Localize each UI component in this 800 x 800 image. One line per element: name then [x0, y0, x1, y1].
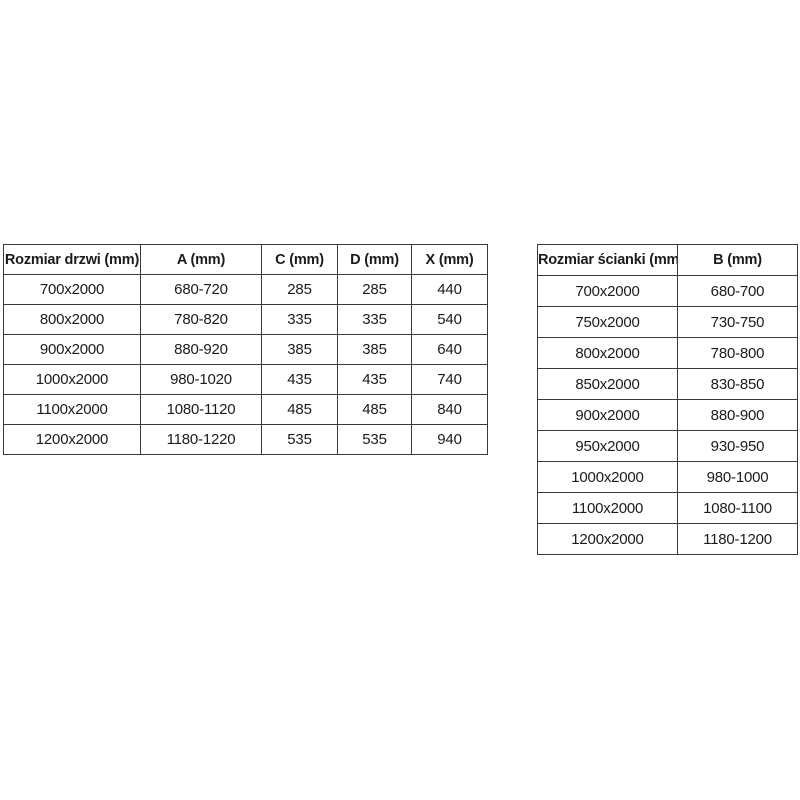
wall-b-cell: 780-800 — [677, 337, 798, 369]
table-row: 1000x2000 980-1000 — [537, 461, 798, 493]
wall-b-cell: 1080-1100 — [677, 492, 798, 524]
table-row: 700x2000 680-700 — [537, 275, 798, 307]
wall-b-cell: 880-900 — [677, 399, 798, 431]
door-sizes-col-header: A (mm) — [140, 244, 262, 275]
wall-b-cell: 980-1000 — [677, 461, 798, 493]
door-x-cell: 540 — [411, 304, 488, 335]
door-x-cell: 940 — [411, 424, 488, 455]
door-d-cell: 335 — [337, 304, 412, 335]
door-size-cell: 1100x2000 — [3, 394, 141, 425]
door-size-cell: 800x2000 — [3, 304, 141, 335]
door-c-cell: 385 — [261, 334, 338, 365]
door-a-cell: 1180-1220 — [140, 424, 262, 455]
door-c-cell: 485 — [261, 394, 338, 425]
wall-b-cell: 730-750 — [677, 306, 798, 338]
table-row: 800x2000 780-800 — [537, 337, 798, 369]
door-d-cell: 435 — [337, 364, 412, 395]
wall-b-cell: 1180-1200 — [677, 523, 798, 555]
door-size-cell: 1000x2000 — [3, 364, 141, 395]
wall-b-cell: 830-850 — [677, 368, 798, 400]
table-row: 850x2000 830-850 — [537, 368, 798, 400]
door-sizes-table: Rozmiar drzwi (mm) A (mm) C (mm) D (mm) … — [3, 244, 488, 455]
door-d-cell: 535 — [337, 424, 412, 455]
wall-size-cell: 1200x2000 — [537, 523, 678, 555]
door-a-cell: 780-820 — [140, 304, 262, 335]
wall-b-cell: 930-950 — [677, 430, 798, 462]
door-c-cell: 435 — [261, 364, 338, 395]
door-sizes-col-header: D (mm) — [337, 244, 412, 275]
wall-sizes-table: Rozmiar ścianki (mm) B (mm) 700x2000 680… — [537, 244, 798, 555]
table-row: 900x2000 880-900 — [537, 399, 798, 431]
door-x-cell: 640 — [411, 334, 488, 365]
door-a-cell: 680-720 — [140, 274, 262, 305]
door-c-cell: 335 — [261, 304, 338, 335]
table-row: 950x2000 930-950 — [537, 430, 798, 462]
wall-size-cell: 1000x2000 — [537, 461, 678, 493]
table-row: 750x2000 730-750 — [537, 306, 798, 338]
table-row: 1100x2000 1080-1120 485 485 840 — [3, 394, 488, 425]
door-sizes-header-row: Rozmiar drzwi (mm) A (mm) C (mm) D (mm) … — [3, 244, 488, 275]
door-sizes-col-header: Rozmiar drzwi (mm) — [3, 244, 141, 275]
door-sizes-col-header: C (mm) — [261, 244, 338, 275]
door-x-cell: 740 — [411, 364, 488, 395]
door-x-cell: 840 — [411, 394, 488, 425]
door-c-cell: 285 — [261, 274, 338, 305]
door-size-cell: 900x2000 — [3, 334, 141, 365]
wall-size-cell: 800x2000 — [537, 337, 678, 369]
wall-size-cell: 750x2000 — [537, 306, 678, 338]
door-d-cell: 485 — [337, 394, 412, 425]
door-c-cell: 535 — [261, 424, 338, 455]
table-row: 1100x2000 1080-1100 — [537, 492, 798, 524]
wall-size-cell: 850x2000 — [537, 368, 678, 400]
wall-b-cell: 680-700 — [677, 275, 798, 307]
table-row: 700x2000 680-720 285 285 440 — [3, 274, 488, 305]
table-row: 1200x2000 1180-1200 — [537, 523, 798, 555]
wall-size-cell: 950x2000 — [537, 430, 678, 462]
door-size-cell: 1200x2000 — [3, 424, 141, 455]
door-d-cell: 385 — [337, 334, 412, 365]
door-sizes-col-header: X (mm) — [411, 244, 488, 275]
door-size-cell: 700x2000 — [3, 274, 141, 305]
door-a-cell: 1080-1120 — [140, 394, 262, 425]
table-row: 800x2000 780-820 335 335 540 — [3, 304, 488, 335]
wall-sizes-col-header: B (mm) — [677, 244, 798, 276]
table-row: 900x2000 880-920 385 385 640 — [3, 334, 488, 365]
door-d-cell: 285 — [337, 274, 412, 305]
wall-sizes-header-row: Rozmiar ścianki (mm) B (mm) — [537, 244, 798, 276]
wall-sizes-col-header: Rozmiar ścianki (mm) — [537, 244, 678, 276]
door-a-cell: 980-1020 — [140, 364, 262, 395]
wall-size-cell: 900x2000 — [537, 399, 678, 431]
table-row: 1000x2000 980-1020 435 435 740 — [3, 364, 488, 395]
wall-size-cell: 700x2000 — [537, 275, 678, 307]
table-row: 1200x2000 1180-1220 535 535 940 — [3, 424, 488, 455]
door-a-cell: 880-920 — [140, 334, 262, 365]
wall-size-cell: 1100x2000 — [537, 492, 678, 524]
door-x-cell: 440 — [411, 274, 488, 305]
